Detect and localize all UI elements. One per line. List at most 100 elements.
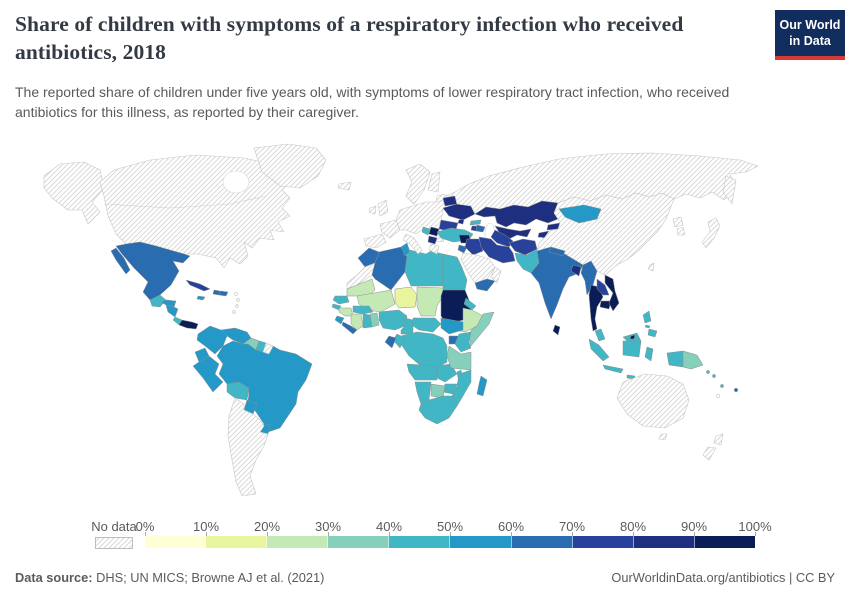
country-georgia[interactable] xyxy=(469,219,482,226)
country-south-africa[interactable] xyxy=(418,395,458,425)
country-greece[interactable] xyxy=(428,243,440,255)
country-sierra-leone[interactable] xyxy=(334,315,345,325)
country-guinea[interactable] xyxy=(338,307,354,317)
country-jamaica[interactable] xyxy=(196,295,206,301)
legend-segment-20-30%[interactable] xyxy=(267,536,329,548)
country-indonesia[interactable] xyxy=(588,338,684,381)
country-sri-lanka[interactable] xyxy=(552,324,561,336)
country-mongolia[interactable] xyxy=(558,204,602,224)
country-lesser-antilles[interactable] xyxy=(234,292,238,296)
country-alaska[interactable] xyxy=(43,161,105,225)
owid-logo[interactable]: Our World in Data xyxy=(775,10,845,60)
country-madagascar[interactable] xyxy=(476,375,488,397)
country-papua-new-guinea[interactable] xyxy=(682,350,704,370)
country-azerbaijan[interactable] xyxy=(475,224,486,233)
country-togo-benin[interactable] xyxy=(369,312,380,328)
country-iceland[interactable] xyxy=(337,181,352,191)
country-serbia[interactable] xyxy=(428,226,440,237)
country-tasmania[interactable] xyxy=(658,433,668,441)
country-peru[interactable] xyxy=(192,355,224,393)
country-solomon-islands[interactable] xyxy=(712,374,716,378)
country-oman[interactable] xyxy=(490,266,502,284)
country-mexico[interactable] xyxy=(110,241,191,301)
country-moldova[interactable] xyxy=(457,218,465,225)
country-albania-macedonia[interactable] xyxy=(427,235,438,245)
country-niger[interactable] xyxy=(394,286,418,309)
legend-no-data-swatch[interactable] xyxy=(95,537,133,549)
country-ukraine[interactable] xyxy=(442,203,476,221)
country-greenland[interactable] xyxy=(253,143,327,189)
country-new-caledonia[interactable] xyxy=(716,394,720,398)
country-south-sudan[interactable] xyxy=(440,317,464,335)
country-panama[interactable] xyxy=(178,319,199,330)
legend-segment-30-40%[interactable] xyxy=(328,536,390,548)
country-laos[interactable] xyxy=(596,278,610,296)
country-lesser-antilles[interactable] xyxy=(235,304,239,308)
country-united-kingdom[interactable] xyxy=(377,199,389,217)
legend-segment-40-50%[interactable] xyxy=(389,536,451,548)
country-dominican-republic[interactable] xyxy=(218,290,229,297)
country-zambia[interactable] xyxy=(436,363,458,383)
country-ireland[interactable] xyxy=(368,205,377,215)
country-fiji[interactable] xyxy=(733,387,739,393)
owid-link[interactable]: OurWorldinData.org/antibiotics | CC BY xyxy=(611,570,835,585)
legend-segment-60-70%[interactable] xyxy=(511,536,573,548)
country-libya[interactable] xyxy=(404,249,444,287)
country-taiwan[interactable] xyxy=(647,262,655,272)
country-colombia[interactable] xyxy=(196,325,228,355)
country-italy[interactable] xyxy=(402,233,423,255)
country-iraq[interactable] xyxy=(464,238,484,256)
country-australia[interactable] xyxy=(616,373,690,429)
country-solomon-islands[interactable] xyxy=(706,370,710,374)
country-kamchatka[interactable] xyxy=(722,175,737,205)
country-angola[interactable] xyxy=(406,363,438,381)
country-scandinavia[interactable] xyxy=(405,163,431,205)
country-yemen[interactable] xyxy=(474,278,496,292)
country-brunei[interactable] xyxy=(629,334,636,340)
country-liberia[interactable] xyxy=(341,321,358,335)
country-nigeria[interactable] xyxy=(378,309,408,331)
country-senegal[interactable] xyxy=(332,295,350,305)
country-iran[interactable] xyxy=(478,236,516,264)
country-somalia[interactable] xyxy=(468,311,495,347)
country-gabon[interactable] xyxy=(384,335,397,349)
country-vanuatu[interactable] xyxy=(720,384,724,388)
country-new-zealand[interactable] xyxy=(702,433,724,461)
country-finland[interactable] xyxy=(427,171,441,193)
country-guyana[interactable] xyxy=(242,337,260,351)
country-lesser-antilles[interactable] xyxy=(236,298,240,302)
country-philippines[interactable] xyxy=(642,310,658,338)
country-kazakhstan[interactable] xyxy=(474,200,559,228)
country-vietnam[interactable] xyxy=(604,274,620,312)
country-nepal[interactable] xyxy=(548,246,566,257)
legend-segment-80-90%[interactable] xyxy=(633,536,695,548)
country-lesser-antilles[interactable] xyxy=(232,310,236,314)
country-central-african-republic[interactable] xyxy=(412,317,442,333)
country-bosnia[interactable] xyxy=(421,226,431,236)
country-north-korea[interactable] xyxy=(672,216,684,228)
country-bangladesh[interactable] xyxy=(570,264,582,277)
legend-segment-90-100%[interactable] xyxy=(694,536,755,548)
country-cuba[interactable] xyxy=(185,279,211,292)
legend-tick-label: 80% xyxy=(619,519,647,534)
country-nicaragua[interactable] xyxy=(165,304,179,318)
country-india[interactable] xyxy=(530,246,584,320)
country-kenya[interactable] xyxy=(454,331,472,353)
country-argentina-chile[interactable] xyxy=(227,397,269,497)
country-guatemala[interactable] xyxy=(149,294,167,308)
legend-segment-0-10%[interactable] xyxy=(145,536,207,548)
legend-segment-10-20%[interactable] xyxy=(206,536,268,548)
country-mozambique[interactable] xyxy=(450,369,472,407)
country-chad[interactable] xyxy=(416,286,444,317)
country-japan[interactable] xyxy=(701,217,721,249)
legend-segment-70-80%[interactable] xyxy=(572,536,634,548)
country-burkina-faso[interactable] xyxy=(352,305,374,315)
country-iberia[interactable] xyxy=(363,233,387,249)
country-cambodia[interactable] xyxy=(599,300,612,310)
country-cote-divoire[interactable] xyxy=(350,313,364,331)
country-french-guiana[interactable] xyxy=(262,342,274,355)
country-france[interactable] xyxy=(379,219,401,239)
country-dr-congo[interactable] xyxy=(400,331,448,369)
country-south-korea[interactable] xyxy=(676,226,686,236)
legend-segment-50-60%[interactable] xyxy=(450,536,512,548)
